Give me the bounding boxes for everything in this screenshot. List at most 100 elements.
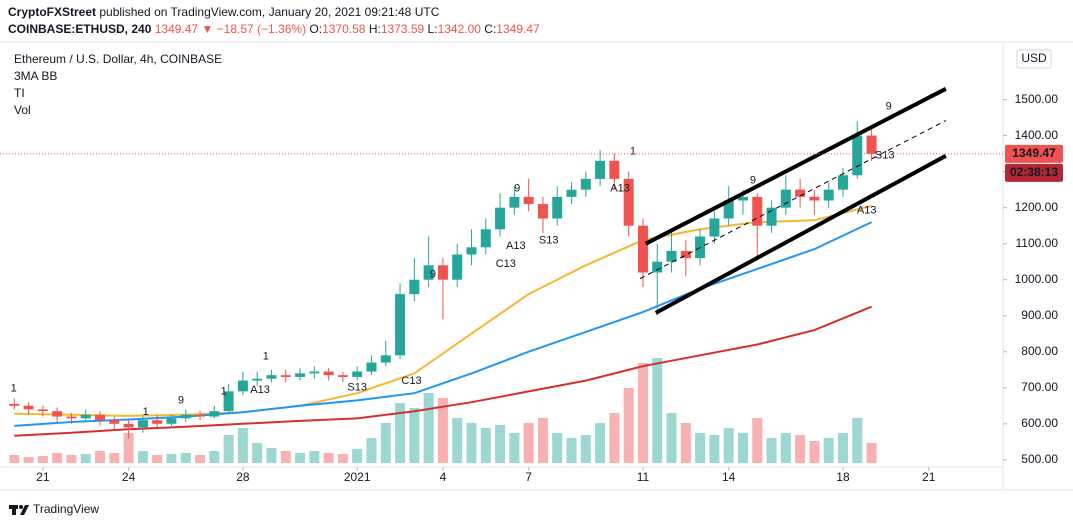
candle-body (466, 247, 477, 255)
volume-bar (266, 448, 277, 463)
channel-line (654, 154, 947, 315)
candle-body (780, 189, 791, 208)
volume-bar (37, 456, 48, 463)
signal-label: A13 (610, 182, 630, 194)
volume-bar (752, 418, 763, 463)
candle-body (652, 261, 663, 273)
candle-body (552, 196, 563, 219)
volume-bar (66, 455, 77, 463)
channel-line (644, 87, 947, 246)
volume-bar (109, 453, 120, 463)
y-tick-label: 1200.00 (1015, 200, 1059, 214)
legend-item: 3MA BB (14, 69, 57, 83)
y-tick-label: 800.00 (1021, 344, 1058, 358)
candle-body (95, 414, 106, 421)
l-value: 1342.00 (438, 22, 482, 36)
candle-body (595, 160, 606, 179)
signal-label: 9 (750, 175, 756, 187)
moving-average (14, 221, 873, 427)
volume-bar (95, 451, 106, 463)
h-label: H: (369, 22, 381, 36)
candle-body (837, 175, 848, 190)
candle-body (809, 196, 820, 201)
signal-label: A13 (250, 384, 270, 396)
volume-bar (423, 393, 434, 463)
y-tick-label: 1000.00 (1015, 272, 1059, 286)
l-label: L: (428, 22, 438, 36)
o-label: O: (309, 22, 322, 36)
signal-label: 1 (11, 383, 17, 395)
candle-body (795, 189, 806, 197)
volume-bar (295, 453, 306, 463)
candle-body (637, 225, 648, 273)
signal-label: S13 (539, 235, 559, 247)
volume-bar (195, 455, 206, 463)
volume-bar (280, 451, 291, 463)
candle-body (366, 362, 377, 372)
volume-bar (709, 435, 720, 463)
x-tick-label: 14 (722, 470, 736, 484)
candle-body (37, 409, 48, 412)
y-tick-label: 1100.00 (1016, 236, 1059, 250)
volume-bar (695, 433, 706, 463)
volume-bar (723, 428, 734, 463)
publisher: CryptoFXStreet (8, 5, 96, 19)
volume-bar (837, 433, 848, 463)
volume-bar (609, 413, 620, 463)
candle-body (180, 414, 191, 419)
candle-body (680, 250, 691, 259)
signal-label: S13 (347, 382, 367, 394)
volume-bar (309, 451, 320, 463)
volume-bar (509, 433, 520, 463)
x-tick-label: 2021 (344, 470, 371, 484)
currency-box[interactable] (1016, 49, 1052, 69)
y-tick-label: 700.00 (1021, 380, 1058, 394)
candle-body (752, 196, 763, 226)
volume-bar (595, 423, 606, 463)
candle-body (123, 423, 134, 428)
candle-body (237, 380, 248, 392)
volume-bar (523, 423, 534, 463)
candle-body (152, 420, 163, 424)
candle-body (852, 135, 863, 176)
candle-body (223, 391, 234, 412)
volume-bar (866, 443, 877, 463)
volume-bar (466, 423, 477, 463)
volume-bar (223, 435, 234, 463)
x-tick-label: 21 (36, 470, 50, 484)
x-tick-label: 11 (637, 470, 650, 484)
tradingview-logo (9, 505, 29, 515)
volume-bar (666, 413, 677, 463)
candle-body (380, 355, 391, 363)
signal-label: 9 (886, 100, 892, 112)
y-tick-label: 1500.00 (1015, 92, 1059, 106)
signal-label: 1 (143, 406, 149, 418)
plot: 1 1 9 1 A13 1 S13 C13 9 C13 A13 9 S13 A13 1 9 A13 S13 9 (9, 87, 947, 463)
candle-body (195, 414, 206, 417)
volume-bar (737, 433, 748, 463)
candle-body (209, 411, 220, 417)
candle-body (509, 196, 520, 208)
volume-bar (480, 428, 491, 463)
volume-bar (852, 418, 863, 463)
candle-body (480, 229, 491, 248)
candle-body (666, 250, 677, 262)
symbol: COINBASE:ETHUSD, 240 (8, 22, 152, 36)
y-tick-label: 1400.00 (1015, 128, 1059, 142)
currency[interactable]: USD (1021, 51, 1047, 65)
legend-title: Ethereum / U.S. Dollar, 4h, COINBASE (14, 52, 222, 66)
candle-body (23, 405, 34, 410)
volume-bar (766, 438, 777, 463)
volume-bar (637, 363, 648, 463)
volume-bar (652, 358, 663, 463)
volume-bar (237, 428, 248, 463)
volume-bar (809, 441, 820, 463)
legend-item: Vol (14, 103, 31, 117)
candle-body (737, 196, 748, 201)
candle-body (766, 207, 777, 226)
x-tick-label: 18 (836, 470, 850, 484)
volume-bar (437, 398, 448, 463)
volume-bar (252, 443, 263, 463)
candle-body (495, 207, 506, 230)
candle-body (395, 294, 406, 356)
